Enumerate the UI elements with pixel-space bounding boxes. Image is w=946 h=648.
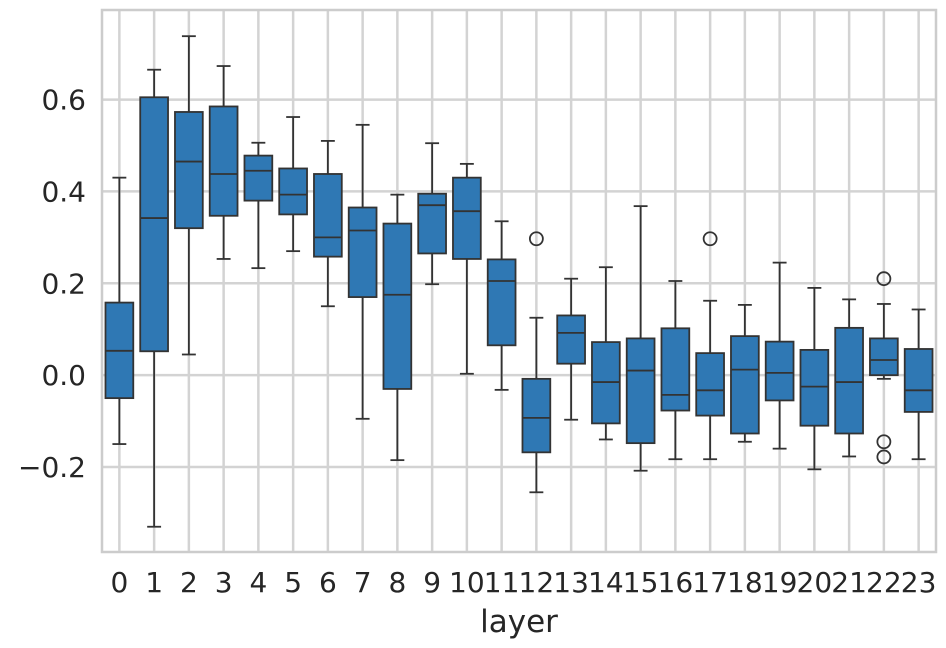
iqr-box: [556, 314, 586, 365]
x-tick-label: 3: [215, 566, 233, 599]
x-tick-label: 4: [249, 566, 267, 599]
iqr-box: [799, 348, 830, 427]
box-layer-20: [799, 286, 830, 471]
x-tick-label: 18: [727, 566, 763, 599]
box-layer-2: [174, 35, 204, 356]
box-layer-7: [347, 123, 378, 420]
outlier-point: [528, 231, 544, 247]
outlier-point: [876, 271, 892, 287]
x-tick-label: 7: [354, 566, 372, 599]
box-layer-14: [591, 266, 621, 441]
x-axis-title: layer: [480, 604, 558, 640]
y-tick-label: 0.4: [41, 175, 86, 208]
x-tick-label: 22: [866, 566, 902, 599]
box-layer-13: [556, 277, 586, 421]
x-tick-label: 19: [762, 566, 798, 599]
iqr-box: [278, 167, 308, 216]
outlier-point: [702, 231, 718, 247]
iqr-box: [903, 348, 934, 413]
x-tick-label: 17: [692, 566, 728, 599]
box-layer-23: [903, 308, 934, 461]
box-layer-17: [695, 231, 725, 461]
box-layer-12: [521, 231, 552, 494]
y-tick-label: 0.2: [41, 267, 86, 300]
x-tick-label: 9: [423, 566, 441, 599]
y-axis: −0.2 0.0 0.2 0.4 0.6: [18, 84, 86, 484]
iqr-box: [243, 154, 274, 202]
x-tick-label: 8: [388, 566, 406, 599]
x-tick-label: 12: [519, 566, 555, 599]
x-tick-label: 1: [145, 566, 163, 599]
box-layer-6: [313, 140, 343, 308]
box-layer-1: [139, 68, 169, 528]
iqr-box: [834, 326, 864, 435]
x-tick-label: 0: [110, 566, 128, 599]
box-layer-10: [452, 162, 482, 375]
x-tick-label: 21: [831, 566, 867, 599]
outlier-point: [876, 434, 892, 450]
iqr-box: [486, 258, 517, 347]
x-tick-label: 2: [180, 566, 198, 599]
plot-frame: [100, 8, 938, 554]
box-layer-22: [869, 271, 899, 465]
iqr-box: [452, 176, 482, 260]
x-tick-label: 16: [658, 566, 694, 599]
iqr-box: [521, 377, 552, 454]
box-layer-9: [417, 142, 447, 286]
box-layer-11: [486, 220, 517, 391]
x-tick-label: 5: [284, 566, 302, 599]
iqr-box: [417, 192, 447, 255]
x-tick-label: 10: [449, 566, 485, 599]
iqr-box: [382, 222, 413, 390]
x-tick-label: 13: [553, 566, 589, 599]
x-tick-label: 11: [484, 566, 520, 599]
iqr-box: [764, 340, 795, 402]
iqr-box: [730, 335, 760, 435]
outlier-point: [876, 449, 892, 465]
iqr-box: [869, 337, 899, 377]
iqr-box: [660, 327, 691, 412]
y-tick-label: 0.0: [41, 359, 86, 392]
box-layer-21: [834, 298, 864, 458]
y-tick-label: −0.2: [18, 451, 86, 484]
iqr-box: [313, 173, 343, 258]
iqr-box: [625, 337, 656, 445]
y-tick-label: 0.6: [41, 84, 86, 117]
x-axis: 0 1 2 3 4 5 6 7 8 9 10 11 12 13 14 15 16 17 18 19 20 21 22 23: [110, 566, 936, 599]
box-series: [104, 35, 934, 528]
box-layer-18: [730, 303, 760, 443]
box-layer-3: [208, 65, 239, 260]
box-layer-8: [382, 193, 413, 462]
grid-lines: [102, 10, 936, 552]
x-tick-label: 23: [901, 566, 937, 599]
iqr-box: [347, 206, 378, 298]
box-layer-15: [625, 205, 656, 472]
box-layer-5: [278, 116, 308, 253]
box-layer-19: [764, 261, 795, 450]
box-layer-16: [660, 280, 691, 461]
iqr-box: [139, 96, 169, 353]
x-tick-label: 15: [623, 566, 659, 599]
x-tick-label: 20: [797, 566, 833, 599]
iqr-box: [208, 105, 239, 217]
x-tick-label: 6: [319, 566, 337, 599]
x-tick-label: 14: [588, 566, 624, 599]
iqr-box: [174, 111, 204, 230]
box-layer-4: [243, 141, 274, 270]
iqr-box: [695, 352, 725, 417]
box-layer-0: [104, 176, 135, 445]
